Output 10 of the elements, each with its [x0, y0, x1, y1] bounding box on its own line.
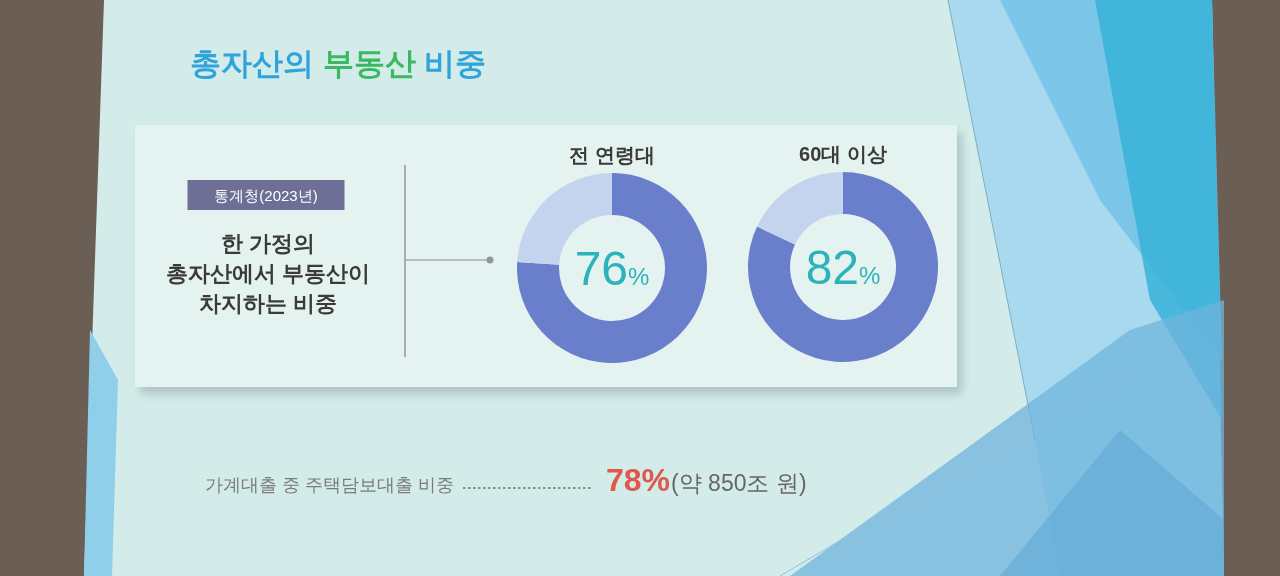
text: 한 가정의 총자산에서 부동산이 차지하는 비중 — [165, 231, 371, 316]
chart-title: 60대 이상 — [799, 143, 887, 165]
data-label: 82% — [805, 241, 881, 294]
chart-title: 전 연령대 — [569, 144, 655, 166]
text: 가계대출 중 주택담보대출 비중 — [205, 475, 455, 495]
data-label: 76% — [574, 242, 650, 295]
text: 총자산의 부동산 비중 — [190, 46, 487, 81]
text: 78% — [606, 462, 671, 498]
text: 통계청(2023년) — [214, 187, 318, 204]
text: (약 850조 원) — [671, 470, 807, 496]
